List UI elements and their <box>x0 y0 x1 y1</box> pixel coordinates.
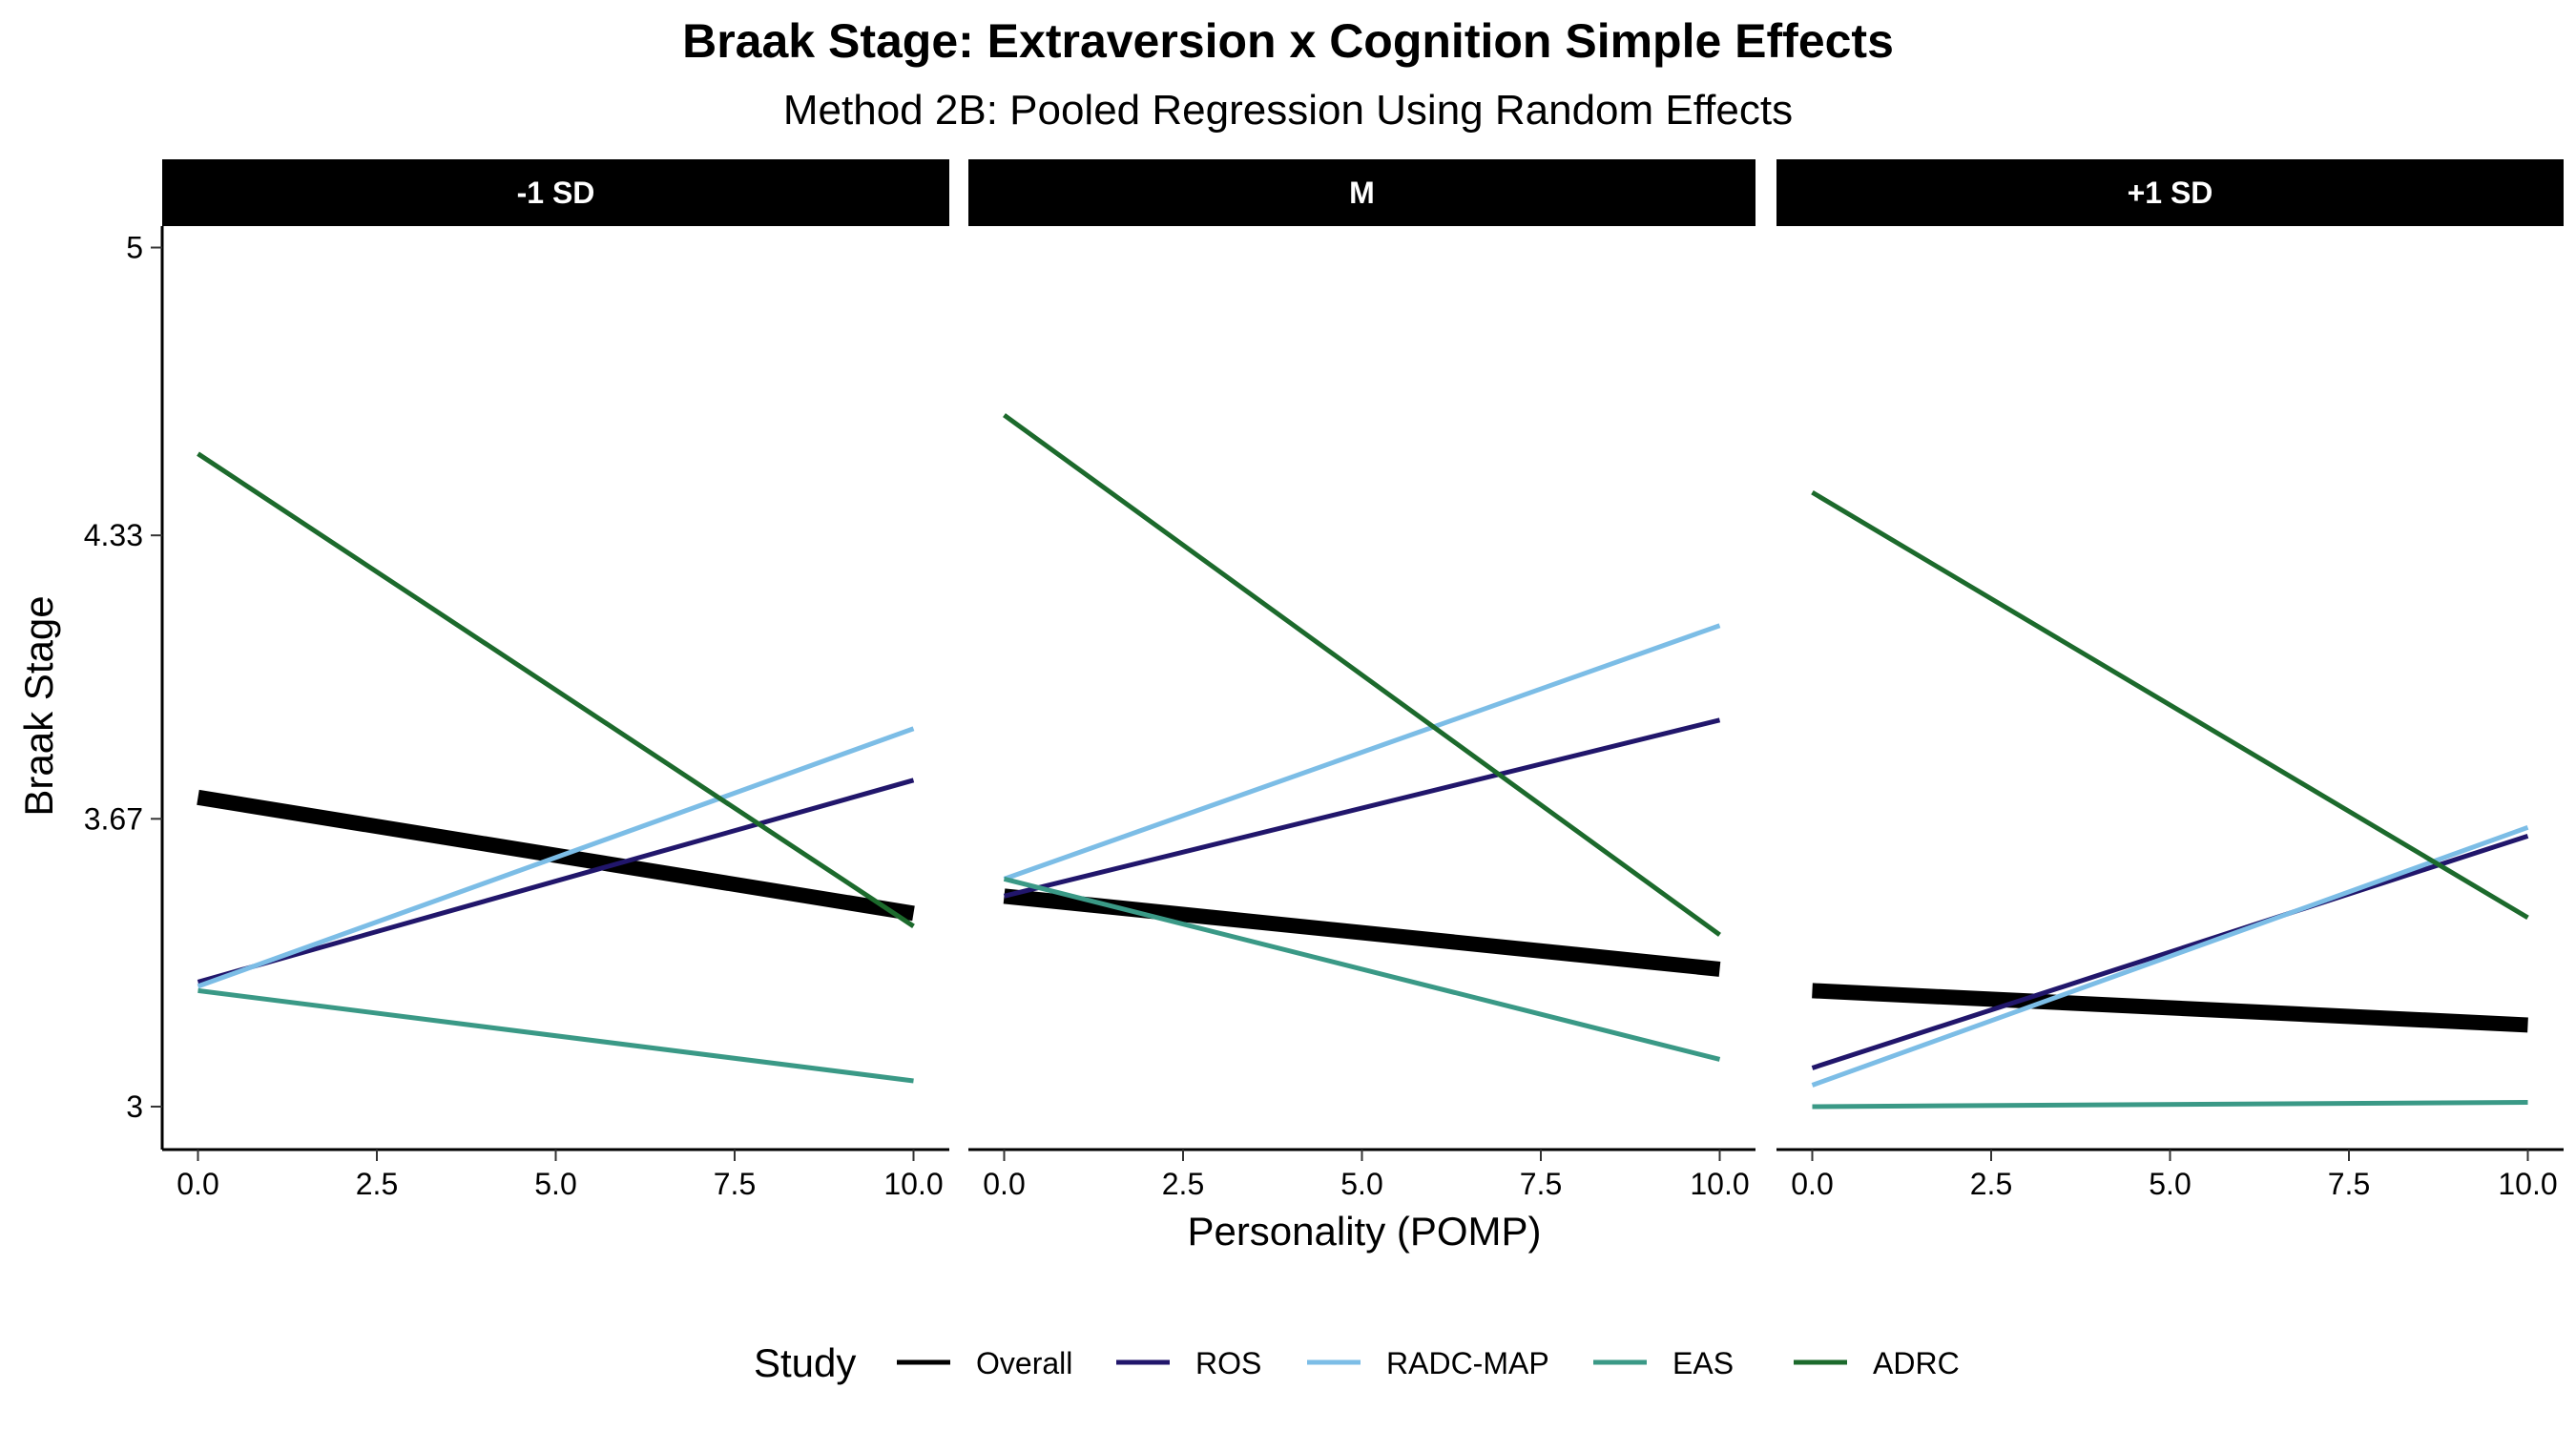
series-line-radc-map <box>197 726 915 989</box>
x-tick-label: 5.0 <box>2149 1167 2191 1201</box>
series-line-adrc <box>1003 413 1721 937</box>
legend-title: Study <box>754 1340 856 1385</box>
series-line-ros <box>1003 717 1721 899</box>
facet-strip-label: +1 SD <box>2128 176 2213 210</box>
facet-strip <box>1776 159 2564 226</box>
series-line-radc-map <box>1811 824 2529 1088</box>
x-tick-label: 2.5 <box>1970 1167 2012 1201</box>
x-tick-label: 10.0 <box>883 1167 943 1201</box>
x-tick-label: 10.0 <box>1690 1167 1749 1201</box>
legend-label-adrc: ADRC <box>1873 1346 1960 1380</box>
y-tick-label: 3.67 <box>84 801 143 836</box>
x-tick-label: 7.5 <box>714 1167 756 1201</box>
x-tick-label: 7.5 <box>1520 1167 1562 1201</box>
series-line-adrc <box>197 451 915 928</box>
facet-strip <box>968 159 1755 226</box>
series-line-overall <box>1812 983 2528 1033</box>
legend-label-overall: Overall <box>976 1346 1072 1380</box>
legend-label-radc-map: RADC-MAP <box>1386 1346 1549 1380</box>
series-line-radc-map <box>1003 623 1721 881</box>
x-tick-label: 0.0 <box>177 1167 218 1201</box>
facet-strip <box>162 159 949 226</box>
legend: Study Overall ROS RADC-MAP EAS ADRC <box>754 1340 1960 1385</box>
facet-panels: -1 SD 0.0 2.5 5.0 7.5 10.0 3 3.67 4.33 5 M 0.0 2.5 5.… <box>84 159 2564 1201</box>
y-tick-label: 3 <box>126 1089 143 1124</box>
facet-m: M 0.0 2.5 5.0 7.5 10.0 <box>968 159 1755 1201</box>
facet-1-sd: -1 SD 0.0 2.5 5.0 7.5 10.0 3 3.67 4.33 5 <box>84 159 949 1201</box>
facet-strip-label: -1 SD <box>517 176 595 210</box>
x-tick-label: 5.0 <box>1340 1167 1382 1201</box>
x-tick-label: 0.0 <box>983 1167 1025 1201</box>
x-tick-label: 5.0 <box>534 1167 576 1201</box>
x-tick-label: 2.5 <box>1162 1167 1204 1201</box>
series-line-eas <box>1003 876 1721 1062</box>
chart-title: Braak Stage: Extraversion x Cognition Si… <box>682 14 1894 68</box>
series-line-eas <box>197 987 914 1084</box>
facet-strip-label: M <box>1349 176 1375 210</box>
legend-label-eas: EAS <box>1672 1346 1734 1380</box>
series-line-ros <box>197 778 915 985</box>
x-tick-label: 2.5 <box>356 1167 398 1201</box>
x-tick-label: 7.5 <box>2328 1167 2370 1201</box>
x-tick-label: 0.0 <box>1791 1167 1833 1201</box>
x-axis-title: Personality (POMP) <box>1187 1209 1541 1254</box>
series-line-adrc <box>1811 489 2529 921</box>
legend-label-ros: ROS <box>1195 1346 1261 1380</box>
y-tick-label: 5 <box>126 231 143 265</box>
chart-subtitle: Method 2B: Pooled Regression Using Rando… <box>783 87 1793 134</box>
series-line-ros <box>1811 833 2529 1070</box>
y-axis-title: Braak Stage <box>16 595 61 816</box>
series-line-eas <box>1812 1099 2528 1110</box>
y-tick-label: 4.33 <box>84 518 143 552</box>
x-tick-label: 10.0 <box>2498 1167 2557 1201</box>
facet-1-sd: +1 SD 0.0 2.5 5.0 7.5 10.0 <box>1776 159 2564 1201</box>
